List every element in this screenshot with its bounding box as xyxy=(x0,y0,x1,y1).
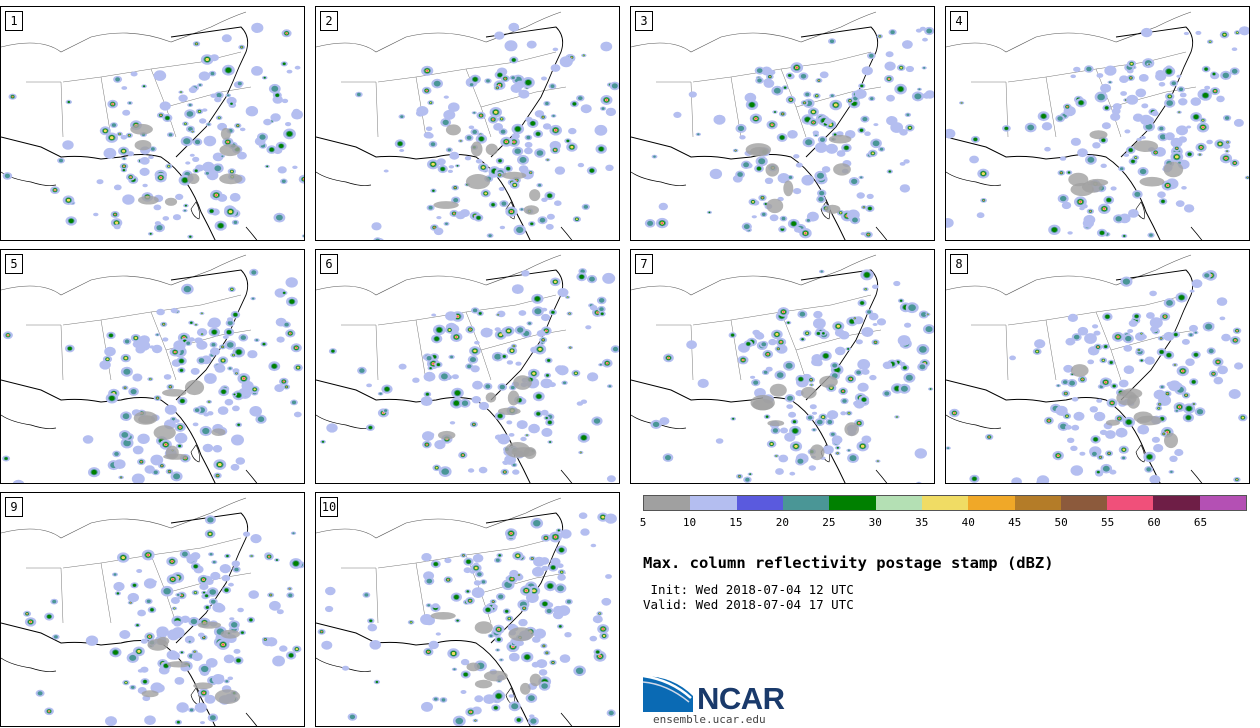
site-url: ensemble.ucar.edu xyxy=(653,713,766,726)
colorbar-swatch xyxy=(690,496,737,510)
valid-time: Valid: Wed 2018-07-04 17 UTC xyxy=(643,597,854,612)
reflectivity-map xyxy=(316,254,619,483)
member-number-label: 3 xyxy=(635,11,653,31)
colorbar-swatch xyxy=(1014,496,1061,510)
member-number-label: 1 xyxy=(5,11,23,31)
colorbar-tick-label: 40 xyxy=(961,516,975,529)
reflectivity-map xyxy=(946,11,1249,240)
colorbar-tick-label: 20 xyxy=(775,516,789,529)
member-number-label: 4 xyxy=(950,11,968,31)
reflectivity-map xyxy=(316,11,619,240)
colorbar-swatch xyxy=(1107,496,1154,510)
colorbar-swatch xyxy=(1060,496,1108,510)
member-number-label: 5 xyxy=(5,254,23,274)
colorbar-swatch xyxy=(782,496,830,510)
reflectivity-map xyxy=(1,11,304,240)
colorbar-tick-label: 35 xyxy=(915,516,929,529)
ensemble-member-panel: 2 xyxy=(315,6,620,241)
ensemble-member-panel: 1 xyxy=(0,6,305,241)
colorbar-tick-label: 10 xyxy=(682,516,697,529)
ensemble-member-panel: 10 xyxy=(315,492,620,727)
colorbar-swatch xyxy=(829,496,876,510)
member-number-label: 9 xyxy=(5,497,23,517)
reflectivity-map xyxy=(316,497,617,726)
reflectivity-colorbar xyxy=(643,495,1247,511)
reflectivity-map xyxy=(946,254,1248,483)
colorbar-tick-label: 45 xyxy=(1008,516,1022,529)
ensemble-member-panel: 3 xyxy=(630,6,935,241)
colorbar-tick-label: 15 xyxy=(729,516,743,529)
colorbar-tick-label: 25 xyxy=(822,516,836,529)
figure-title: Max. column reflectivity postage stamp (… xyxy=(643,554,1054,572)
reflectivity-map xyxy=(1,497,304,726)
colorbar-swatch xyxy=(644,496,691,510)
ensemble-member-panel: 8 xyxy=(945,249,1250,484)
colorbar-tick-label: 30 xyxy=(868,516,882,529)
ncar-logo-icon xyxy=(643,674,693,712)
member-number-label: 10 xyxy=(320,497,338,517)
colorbar-tick-label: 60 xyxy=(1147,516,1161,529)
member-number-label: 8 xyxy=(950,254,968,274)
colorbar-swatch xyxy=(1199,496,1247,510)
ensemble-member-panel: 4 xyxy=(945,6,1250,241)
colorbar-swatch xyxy=(1153,496,1200,510)
colorbar-tick-label: 5 xyxy=(639,516,647,529)
colorbar-swatch xyxy=(875,496,922,510)
colorbar-tick-label: 55 xyxy=(1100,516,1115,529)
reflectivity-map xyxy=(1,254,303,483)
colorbar-swatch xyxy=(736,496,783,510)
init-time: Init: Wed 2018-07-04 12 UTC xyxy=(643,582,854,597)
ensemble-member-panel: 6 xyxy=(315,249,620,484)
reflectivity-map xyxy=(631,254,934,483)
reflectivity-map xyxy=(631,11,934,240)
colorbar-tick-label: 65 xyxy=(1193,516,1208,529)
member-number-label: 6 xyxy=(320,254,338,274)
ensemble-member-panel: 5 xyxy=(0,249,305,484)
ensemble-member-panel: 7 xyxy=(630,249,935,484)
colorbar-tick-label: 50 xyxy=(1054,516,1068,529)
ensemble-member-panel: 9 xyxy=(0,492,305,727)
colorbar-swatch xyxy=(921,496,969,510)
ncar-logo-text: NCAR xyxy=(697,681,785,716)
colorbar-ticks: 5 10 15 20 25 30 35 40 45 50 55 60 65 xyxy=(639,516,1247,530)
member-number-label: 2 xyxy=(320,11,338,31)
colorbar-swatch xyxy=(968,496,1015,510)
member-number-label: 7 xyxy=(635,254,653,274)
